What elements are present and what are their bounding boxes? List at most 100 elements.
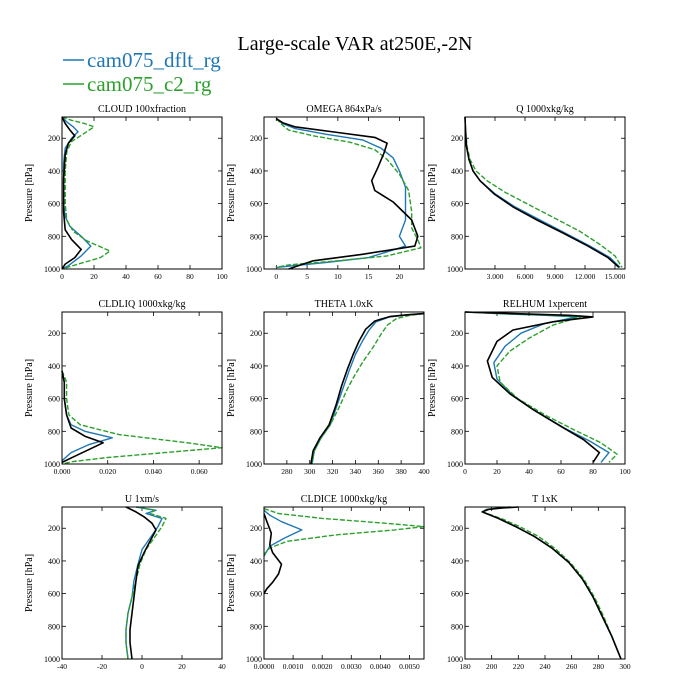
x-tick-label: 280 [593,662,605,671]
y-tick-label: 200 [48,134,60,143]
x-tick-label: 6.000 [517,272,534,281]
x-tick-label: 40 [122,272,130,281]
x-tick-label: 0.000 [54,467,71,476]
plot-frame [61,506,223,660]
series-dflt-line [311,312,425,465]
y-axis-label: Pressure [hPa] [24,554,35,612]
y-tick-label: 1000 [44,655,60,664]
y-tick-label: 400 [451,167,463,176]
series-c2-line [61,116,111,270]
x-tick-label: 260 [566,662,578,671]
x-tick-label: 360 [373,467,385,476]
y-tick-label: 400 [48,557,60,566]
x-tick-label: 40 [218,662,226,671]
x-tick-label: 0.020 [99,467,116,476]
panel-5: THETA 1.0xK Pressure [hPa] 200 400 600 800 100… [226,299,430,476]
x-tick-label: 60 [154,272,162,281]
y-tick-label: 200 [250,524,262,533]
panel-title: CLOUD 100xfraction [98,104,186,115]
y-tick-label: 400 [451,362,463,371]
series-obs-line [263,513,283,595]
series-dflt-line [464,311,610,463]
y-tick-label: 200 [451,134,463,143]
x-tick-label: 15 [365,272,373,281]
y-tick-label: 800 [250,622,262,631]
x-tick-label: 0.0000 [254,662,275,671]
y-tick-label: 1000 [246,655,262,664]
x-tick-label: 320 [327,467,339,476]
plot-frame [263,506,425,660]
x-tick-label: 80 [589,467,597,476]
plot-frame [263,116,425,270]
y-tick-label: 200 [48,329,60,338]
y-tick-label: 600 [250,395,262,404]
x-tick-label: -40 [57,662,67,671]
series-c2-line [275,118,422,269]
y-tick-label: 600 [451,395,463,404]
x-tick-label: 0.0020 [312,662,333,671]
y-tick-label: 400 [48,167,60,176]
y-axis-label: Pressure [hPa] [226,164,237,222]
x-tick-label: 0 [140,662,144,671]
x-tick-label: 100 [619,467,631,476]
y-tick-label: 800 [451,622,463,631]
y-tick-label: 800 [48,622,60,631]
series-obs-line [464,116,620,268]
series-c2-line [481,506,622,660]
y-tick-label: 800 [250,232,262,241]
series-c2-line [61,370,223,465]
y-axis-label: Pressure [hPa] [427,359,438,417]
y-tick-label: 400 [250,362,262,371]
y-tick-label: 400 [250,167,262,176]
y-tick-label: 400 [451,557,463,566]
y-tick-label: 600 [250,590,262,599]
x-tick-label: 0.040 [145,467,162,476]
x-tick-label: 300 [304,467,316,476]
series-obs-line [275,117,419,270]
x-tick-label: 9.000 [547,272,564,281]
y-tick-label: 1000 [44,460,60,469]
y-axis-label: Pressure [hPa] [427,164,438,222]
y-tick-label: 200 [451,524,463,533]
series-c2-line [464,116,623,268]
x-tick-label: 400 [418,467,430,476]
series-c2-line [464,311,618,463]
y-tick-label: 800 [451,427,463,436]
panel-title: U 1xm/s [125,494,159,505]
y-tick-label: 200 [451,329,463,338]
x-tick-label: 280 [281,467,293,476]
x-tick-label: 20 [90,272,98,281]
x-tick-label: 0.0010 [283,662,304,671]
y-tick-label: 1000 [447,265,463,274]
series-c2-line [311,312,425,465]
y-tick-label: 1000 [246,460,262,469]
y-tick-label: 1000 [447,655,463,664]
y-tick-label: 400 [250,557,262,566]
series-c2-line [263,507,425,555]
panel-title: CLDICE 1000xkg/kg [301,494,387,505]
x-tick-label: 380 [396,467,408,476]
panel-title: T 1xK [532,494,558,505]
y-axis-label: Pressure [hPa] [226,554,237,612]
x-tick-label: 20 [493,467,501,476]
x-tick-label: 0.0040 [370,662,391,671]
legend-label-dflt: cam075_dflt_rg [87,48,221,72]
y-tick-label: 600 [451,590,463,599]
y-tick-label: 800 [451,232,463,241]
series-dflt-line [275,118,407,269]
plot-frame [61,311,223,465]
x-tick-label: 12.000 [575,272,596,281]
x-tick-label: 0 [274,272,278,281]
y-tick-label: 600 [250,200,262,209]
panel-8: CLDICE 1000xkg/kg Pressure [hPa] 200 400 600… [226,494,425,671]
y-tick-label: 600 [451,200,463,209]
plot-frame [61,116,223,270]
x-tick-label: 15.000 [605,272,626,281]
x-tick-label: 240 [539,662,551,671]
series-obs-line [61,116,82,270]
